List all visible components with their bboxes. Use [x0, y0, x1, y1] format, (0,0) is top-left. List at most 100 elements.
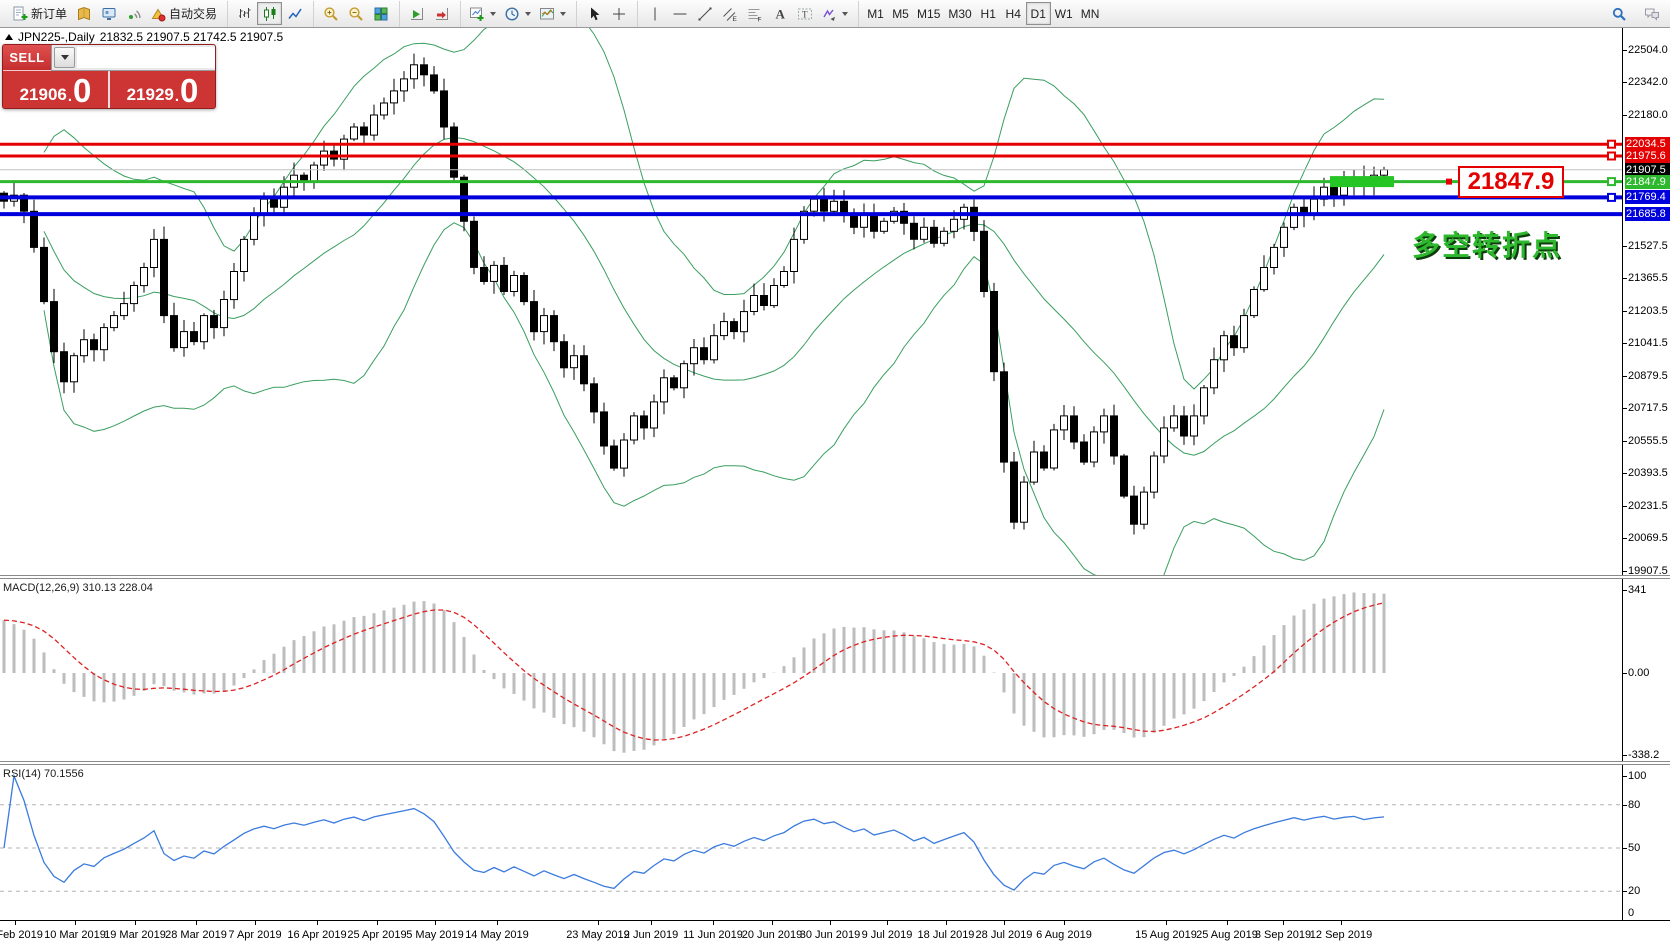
tf-w1[interactable]: W1	[1051, 2, 1077, 25]
chart-window[interactable]: 21847.9 多空转折点 MACD(12,26,9) 310.13 228.0…	[0, 28, 1670, 949]
label-icon: T	[797, 6, 813, 22]
rsi-tick-mark	[1623, 776, 1627, 777]
profiles-button[interactable]	[96, 2, 121, 25]
rsi-tick-label: 100	[1628, 770, 1647, 782]
date-tick-label: 30 Jun 2019	[799, 929, 861, 941]
date-tick-mark	[435, 921, 436, 925]
down-arrow-icon	[60, 55, 69, 60]
signals-button[interactable]	[121, 2, 146, 25]
vertical-line-button[interactable]	[642, 2, 667, 25]
toolbar: 新订单 自动交易 E F A T M1 M5 M15 M30 H1 H4 D1 W1 MN	[0, 0, 1670, 28]
periods-button[interactable]	[500, 2, 535, 25]
tf-m15[interactable]: M15	[913, 2, 944, 25]
price-tick-label: 20231.5	[1628, 500, 1668, 512]
tf-m1[interactable]: M1	[863, 2, 888, 25]
line-chart-button[interactable]	[282, 2, 307, 25]
bars-icon	[237, 6, 253, 22]
toolbar-group-chart-type	[227, 0, 311, 27]
date-tick-mark	[255, 921, 256, 925]
date-tick-mark	[75, 921, 76, 925]
sell-price[interactable]: 21906. 0	[3, 71, 110, 108]
tf-mn[interactable]: MN	[1077, 2, 1104, 25]
cursor-button[interactable]	[581, 2, 606, 25]
price-callout-label[interactable]: 21847.9	[1458, 166, 1564, 198]
text-label-button[interactable]: T	[792, 2, 817, 25]
indicators-button[interactable]	[465, 2, 500, 25]
dropdown-arrow-icon	[525, 11, 532, 16]
rsi-pane[interactable]: RSI(14) 70.1556	[0, 765, 1622, 920]
chat-button[interactable]	[1639, 2, 1664, 25]
zoom-out-button[interactable]	[343, 2, 368, 25]
history-center-button[interactable]	[71, 2, 96, 25]
pivot-annotation-text[interactable]: 多空转折点	[1412, 230, 1563, 261]
tf-h4[interactable]: H4	[1001, 2, 1026, 25]
search-button[interactable]	[1606, 2, 1631, 25]
tile-icon	[373, 6, 389, 22]
support-line-1-handle[interactable]	[1607, 192, 1616, 202]
indicators-icon	[469, 6, 485, 22]
template-icon	[539, 6, 555, 22]
dropdown-arrow-icon	[490, 11, 497, 16]
text-button[interactable]: A	[767, 2, 792, 25]
tf-m30[interactable]: M30	[944, 2, 975, 25]
fibonacci-button[interactable]: F	[742, 2, 767, 25]
tf-m30-label: M30	[948, 6, 972, 21]
autotrading-button[interactable]: 自动交易	[146, 2, 221, 25]
equidistant-channel-button[interactable]: E	[717, 2, 742, 25]
price-tick-label: 22504.0	[1628, 44, 1668, 56]
pivot-highlight-bar[interactable]	[1330, 176, 1394, 188]
sell-button[interactable]: SELL	[3, 45, 51, 71]
channel-icon: E	[722, 6, 738, 22]
price-pane[interactable]: 21847.9 多空转折点	[0, 28, 1622, 575]
date-tick-mark	[1064, 921, 1065, 925]
bar-chart-button[interactable]	[232, 2, 257, 25]
sell-price-main: 21906	[19, 85, 67, 104]
tf-m5[interactable]: M5	[888, 2, 913, 25]
tf-d1[interactable]: D1	[1025, 2, 1051, 25]
toolbar-right	[1606, 2, 1664, 25]
pane-splitter[interactable]	[0, 575, 1670, 579]
svg-text:A: A	[775, 6, 785, 21]
crosshair-button[interactable]	[606, 2, 631, 25]
new-order-button[interactable]: 新订单	[8, 2, 71, 25]
volume-control	[51, 45, 215, 71]
macd-pane[interactable]: MACD(12,26,9) 310.13 228.04	[0, 579, 1622, 761]
price-tick-label: 20069.5	[1628, 532, 1668, 544]
tf-h1[interactable]: H1	[976, 2, 1001, 25]
price-tick-mark	[1623, 82, 1627, 83]
volume-decrease-button[interactable]	[54, 47, 75, 68]
date-tick-mark	[713, 921, 714, 925]
buy-price[interactable]: 21929. 0	[110, 71, 215, 108]
sell-price-pips: 0	[73, 71, 92, 109]
tile-windows-button[interactable]	[368, 2, 393, 25]
autotrading-button-label: 自动交易	[169, 7, 218, 21]
zoom-in-button[interactable]	[318, 2, 343, 25]
price-tick-mark	[1623, 311, 1627, 312]
price-tick-label: 22342.0	[1628, 76, 1668, 88]
candlestick-chart-button[interactable]	[257, 2, 283, 25]
macd-tick-label: 0.00	[1628, 667, 1650, 679]
trendline-button[interactable]	[692, 2, 717, 25]
resistance-line-2-handle[interactable]	[1607, 151, 1616, 161]
volume-input[interactable]	[77, 47, 215, 68]
chart-shift-button[interactable]	[429, 2, 454, 25]
resistance-line-1-handle[interactable]	[1607, 139, 1616, 149]
toolbar-group-scroll	[399, 0, 458, 27]
tf-w1-label: W1	[1054, 6, 1073, 21]
auto-scroll-button[interactable]	[404, 2, 429, 25]
pane-splitter[interactable]	[0, 761, 1670, 765]
date-tick-mark	[598, 921, 599, 925]
autotrade-icon	[150, 6, 166, 22]
horizontal-lines	[0, 139, 1622, 217]
date-tick-label: 15 Aug 2019	[1135, 929, 1197, 941]
macd-chart-svg	[2, 592, 1386, 753]
toolbar-group-timeframes: M1 M5 M15 M30 H1 H4 D1 W1 MN	[858, 0, 1107, 27]
horizontal-line-button[interactable]	[667, 2, 692, 25]
arrows-button[interactable]	[817, 2, 852, 25]
templates-button[interactable]	[535, 2, 570, 25]
new-order-icon	[12, 6, 28, 22]
pivot-line-handle[interactable]	[1607, 177, 1616, 187]
rsi-level-lines	[0, 804, 1622, 892]
price-axis[interactable]: 22034.5 21975.6 21907.5 21847.9 21769.4 21685…	[1622, 28, 1670, 921]
